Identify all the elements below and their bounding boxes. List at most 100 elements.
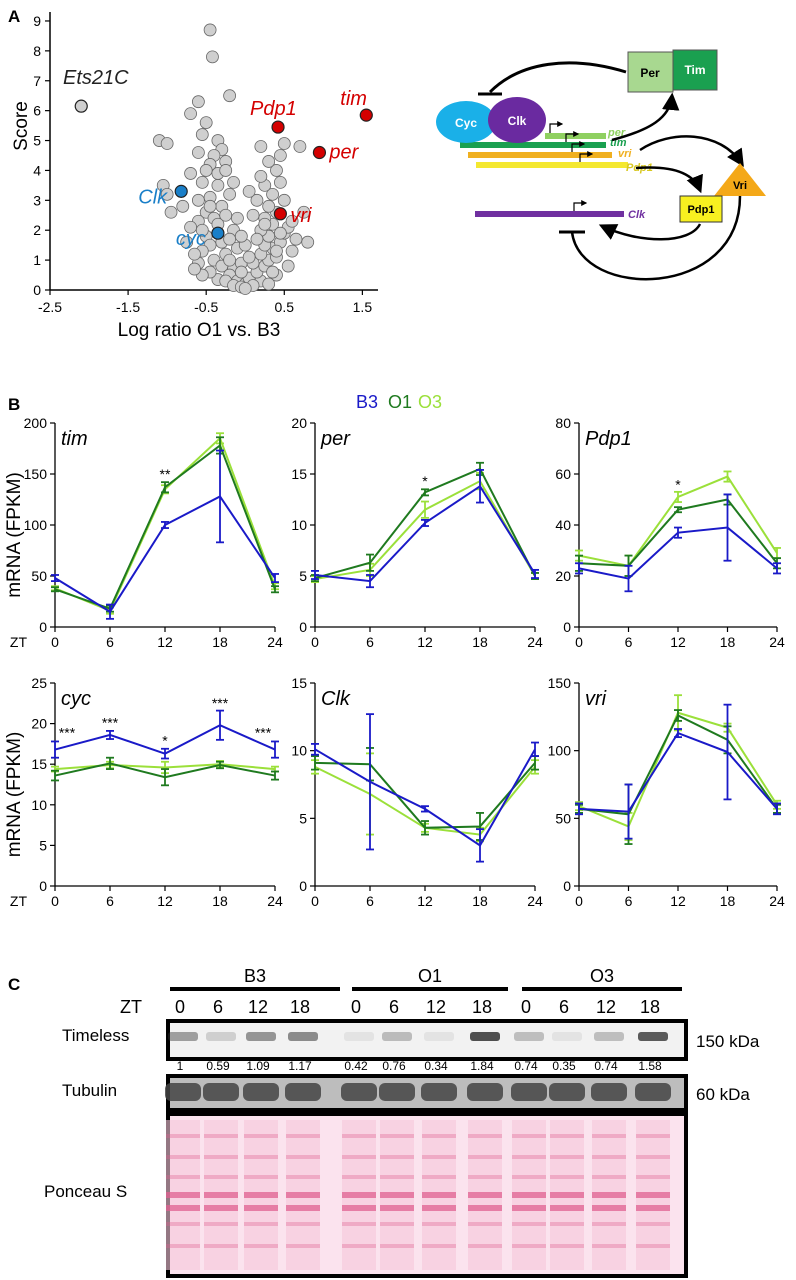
- y-tick-label: 5: [33, 133, 41, 149]
- scatter-point: [285, 214, 299, 228]
- western-blot: B3 O1 O3 ZT 0 6 12 18 0 6 12 18 0 6 12 18 Timeless …: [44, 966, 760, 1278]
- timeless-band: [344, 1032, 374, 1041]
- ponceau-band: [380, 1175, 414, 1179]
- y-tick-label: 20: [555, 568, 571, 584]
- ponceau-band: [422, 1134, 456, 1138]
- row-label-timeless: Timeless: [62, 1026, 129, 1045]
- ponceau-band: [468, 1134, 502, 1138]
- zt-label: ZT: [120, 997, 142, 1017]
- ponceau-band: [166, 1192, 200, 1198]
- scatter-point: [281, 259, 295, 273]
- ponceau-band: [380, 1244, 414, 1248]
- y-tick-label: 0: [299, 878, 307, 894]
- ponceau-band: [422, 1192, 456, 1198]
- quantification-value: 0.76: [382, 1059, 406, 1073]
- quantification-value: 0.34: [424, 1059, 448, 1073]
- quantification-value: 1.58: [638, 1059, 662, 1073]
- chart-gene-title: vri: [585, 688, 607, 710]
- timeless-band: [552, 1032, 582, 1041]
- ponceau-band: [636, 1222, 670, 1226]
- scatter-point: [293, 140, 307, 153]
- zt-lane-label: 18: [472, 997, 492, 1017]
- y-tick-label: 15: [31, 756, 47, 772]
- scatter-point: [180, 235, 194, 249]
- tubulin-band: [591, 1083, 627, 1101]
- scatter-point: [297, 205, 311, 219]
- scatter-point: [254, 140, 268, 153]
- ponceau-band: [380, 1205, 414, 1211]
- y-tick-label: 7: [33, 73, 41, 89]
- y-tick-label: 50: [555, 810, 571, 826]
- ponceau-band: [468, 1244, 502, 1248]
- ponceau-band: [286, 1134, 320, 1138]
- y-axis-label: mRNA (FPKM): [4, 472, 25, 598]
- ponceau-band: [342, 1155, 376, 1159]
- x-tick-label: -0.5: [194, 299, 218, 315]
- zt-lane-label: 0: [351, 997, 361, 1017]
- ponceau-band: [166, 1222, 200, 1226]
- highlight-point: [211, 226, 225, 240]
- vri-gene-to-protein-arrow: [639, 135, 744, 167]
- significance-stars: ***: [212, 695, 229, 711]
- scatter-point: [223, 187, 237, 201]
- y-tick-label: 1: [33, 252, 41, 268]
- ponceau-band: [422, 1222, 456, 1226]
- x-tick-label: 24: [527, 893, 543, 909]
- tubulin-band: [379, 1083, 415, 1101]
- ponceau-band: [512, 1155, 546, 1159]
- ponceau-band: [636, 1155, 670, 1159]
- ponceau-band: [512, 1134, 546, 1138]
- tubulin-band: [285, 1083, 321, 1101]
- scatter-point: [227, 175, 240, 189]
- ponceau-band: [422, 1244, 456, 1248]
- scatter-point: [191, 146, 205, 159]
- scatter-point: [250, 193, 264, 207]
- ponceau-band: [636, 1205, 670, 1211]
- ponceau-band: [592, 1134, 626, 1138]
- ponceau-band: [468, 1205, 502, 1211]
- scatter-point: [184, 220, 197, 234]
- scatter-point: [203, 23, 217, 37]
- tubulin-band: [203, 1083, 239, 1101]
- ponceau-band: [636, 1192, 670, 1198]
- ponceau-band: [286, 1244, 320, 1248]
- ponceau-band: [592, 1155, 626, 1159]
- y-tick-label: 2: [33, 222, 41, 238]
- y-axis-label: mRNA (FPKM): [4, 732, 25, 858]
- line-chart-pdp1: 0 20 40 60 80 0 6 12 18 24 Pdp1 *: [555, 415, 785, 650]
- x-tick-label: 18: [720, 893, 736, 909]
- x-axis-label: Log ratio O1 vs. B3: [118, 320, 281, 341]
- clk-protein-ellipse: [488, 97, 546, 143]
- highlight-point: [74, 99, 88, 113]
- ponceau-band: [380, 1192, 414, 1198]
- timeless-band: [246, 1032, 276, 1041]
- x-tick-label: 24: [769, 634, 785, 650]
- highlight-point: [312, 145, 327, 160]
- tubulin-band: [243, 1083, 279, 1101]
- chart-gene-title: per: [320, 428, 351, 450]
- ponceau-band: [512, 1244, 546, 1248]
- ponceau-band: [592, 1222, 626, 1226]
- x-tick-label: -2.5: [38, 299, 62, 315]
- scatter-point: [262, 155, 276, 168]
- x-tick-label: 12: [157, 893, 173, 909]
- y-tick-label: 20: [291, 415, 307, 431]
- row-label-tubulin: Tubulin: [62, 1081, 117, 1100]
- ponceau-band: [512, 1192, 546, 1198]
- ponceau-band: [468, 1175, 502, 1179]
- cyc-protein-label: Cyc: [455, 116, 477, 130]
- legend-b3: B3: [356, 392, 378, 412]
- quantification-value: 1: [177, 1059, 184, 1073]
- scatter-point: [195, 223, 209, 237]
- y-tick-label: 100: [548, 743, 572, 759]
- tubulin-band: [467, 1083, 503, 1101]
- scatter-point: [184, 107, 197, 121]
- y-tick-label: 150: [24, 466, 48, 482]
- tubulin-band: [421, 1083, 457, 1101]
- timeless-band: [168, 1032, 198, 1041]
- y-tick-label: 5: [39, 837, 47, 853]
- y-tick-label: 5: [299, 568, 307, 584]
- significance-stars: *: [422, 473, 428, 489]
- ponceau-band: [422, 1205, 456, 1211]
